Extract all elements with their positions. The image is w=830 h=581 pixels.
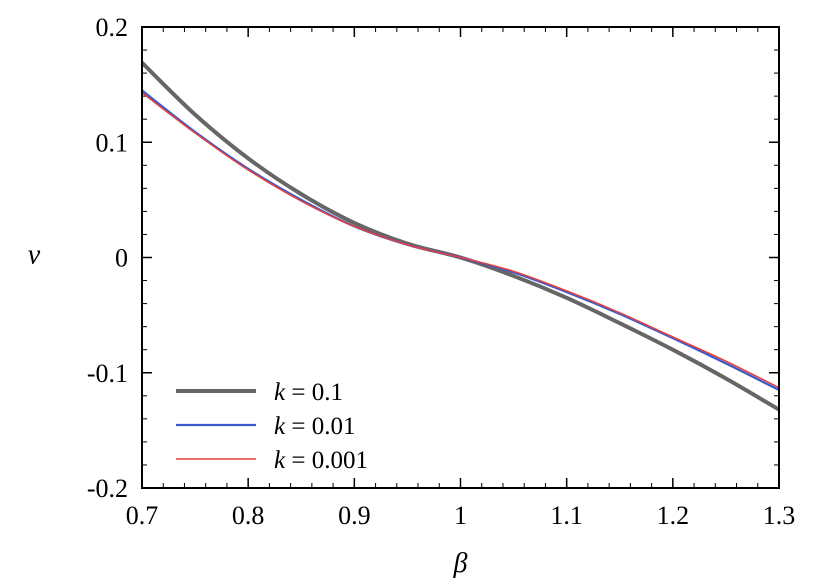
y-tick-label: 0 <box>115 244 128 273</box>
y-tick-label: -0.1 <box>87 359 128 388</box>
series-layer <box>140 61 781 412</box>
y-tick-labels: -0.2 -0.1 0 0.1 0.2 <box>87 13 128 503</box>
y-tick-label: 0.2 <box>96 13 129 42</box>
y-axis-label: ν <box>28 240 41 271</box>
legend: k = 0.1 k = 0.01 k = 0.001 <box>176 379 368 474</box>
x-axis-label: β <box>453 548 468 579</box>
legend-label-2: k = 0.01 <box>274 413 355 440</box>
x-tick-label: 1.3 <box>763 501 796 530</box>
y-tick-label: -0.2 <box>87 474 128 503</box>
y-tick-label: 0.1 <box>96 128 129 157</box>
x-tick-label: 1.2 <box>657 501 690 530</box>
legend-label-3: k = 0.001 <box>274 447 368 474</box>
x-tick-label: 0.7 <box>126 501 159 530</box>
series-line-1 <box>140 61 781 412</box>
plot-frame <box>141 26 780 489</box>
legend-label-1: k = 0.1 <box>274 379 343 406</box>
x-tick-labels: 0.7 0.8 0.9 1 1.1 1.2 1.3 <box>126 501 796 530</box>
series-line-3 <box>141 92 780 389</box>
x-tick-label: 0.9 <box>338 501 371 530</box>
x-tick-label: 1 <box>454 501 467 530</box>
x-tick-label: 1.1 <box>550 501 583 530</box>
x-tick-label: 0.8 <box>232 501 265 530</box>
series-line-2 <box>141 89 780 392</box>
